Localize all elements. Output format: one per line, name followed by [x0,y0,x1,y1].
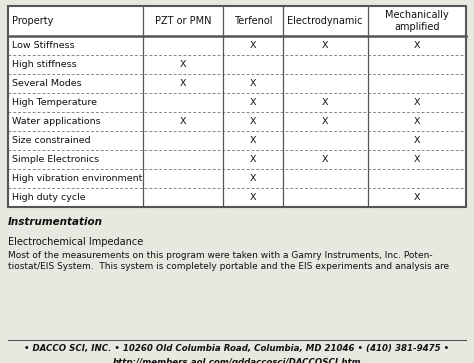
Text: Most of the measurements on this program were taken with a Gamry Instruments, In: Most of the measurements on this program… [8,251,449,272]
Text: High duty cycle: High duty cycle [12,193,86,202]
Text: X: X [180,79,186,88]
Text: X: X [250,193,256,202]
Text: Size constrained: Size constrained [12,136,91,145]
Text: X: X [250,41,256,50]
Text: High Temperature: High Temperature [12,98,97,107]
Text: X: X [413,41,420,50]
Text: X: X [250,79,256,88]
Text: X: X [322,155,328,164]
Text: High stiffness: High stiffness [12,60,77,69]
Text: http://members.aol.com/gddaccosci/DACCOSCI.htm: http://members.aol.com/gddaccosci/DACCOS… [113,358,361,363]
Text: X: X [180,117,186,126]
Text: X: X [413,117,420,126]
Text: X: X [413,98,420,107]
Text: Property: Property [12,16,54,26]
Text: X: X [250,117,256,126]
Text: High vibration environment: High vibration environment [12,174,142,183]
Text: X: X [180,60,186,69]
Text: • DACCO SCI, INC. • 10260 Old Columbia Road, Columbia, MD 21046 • (410) 381-9475: • DACCO SCI, INC. • 10260 Old Columbia R… [25,344,449,353]
Text: Simple Electronics: Simple Electronics [12,155,99,164]
Text: Electrodynamic: Electrodynamic [287,16,363,26]
Text: X: X [250,155,256,164]
Text: X: X [250,98,256,107]
Text: X: X [413,155,420,164]
Text: Several Modes: Several Modes [12,79,82,88]
Text: X: X [322,117,328,126]
Bar [8,6,466,207]
Text: X: X [322,98,328,107]
Text: X: X [250,136,256,145]
Bar [8,6,466,207]
Text: Electrochemical Impedance: Electrochemical Impedance [8,237,143,247]
Text: X: X [413,136,420,145]
Text: Instrumentation: Instrumentation [8,217,103,227]
Text: X: X [250,174,256,183]
Text: Mechanically
amplified: Mechanically amplified [385,10,448,32]
Text: Terfenol: Terfenol [234,16,272,26]
Text: Low Stiffness: Low Stiffness [12,41,74,50]
Text: Water applications: Water applications [12,117,100,126]
Text: PZT or PMN: PZT or PMN [155,16,211,26]
Text: X: X [322,41,328,50]
Text: X: X [413,193,420,202]
